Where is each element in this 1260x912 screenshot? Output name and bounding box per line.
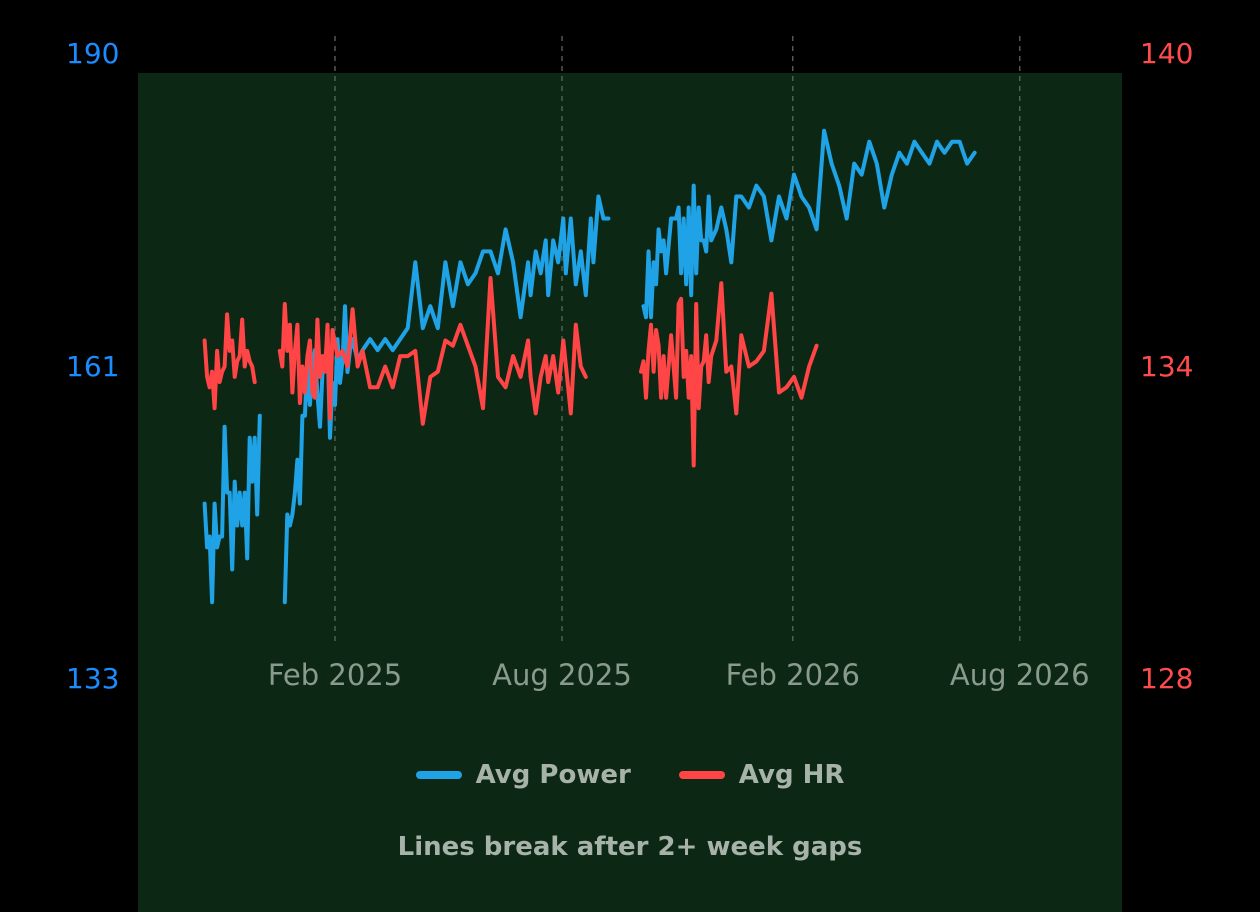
x-tick-label: Feb 2025 <box>268 658 402 692</box>
legend-label-power: Avg Power <box>475 760 631 790</box>
right-axis-tick-134: 134 <box>1140 350 1194 383</box>
legend: Avg Power Avg HR <box>0 760 1260 790</box>
legend-swatch-hr <box>678 771 725 779</box>
avg-power-line-segment-2 <box>641 128 977 320</box>
legend-swatch-power <box>415 771 462 779</box>
right-axis-tick-128: 128 <box>1140 662 1194 695</box>
x-tick-label: Aug 2025 <box>492 658 632 692</box>
left-axis-tick-190: 190 <box>66 37 120 70</box>
x-tick-label: Aug 2026 <box>950 658 1090 692</box>
right-axis-tick-140: 140 <box>1140 37 1194 70</box>
avg-hr-line-segment-0 <box>202 312 257 411</box>
left-axis-tick-161: 161 <box>66 350 120 383</box>
avg-hr-line-segment-1 <box>277 276 588 426</box>
gap-note: Lines break after 2+ week gaps <box>397 832 863 862</box>
x-tick-label: Feb 2026 <box>726 658 860 692</box>
avg-power-line-segment-1 <box>282 194 611 605</box>
avg-hr-line-segment-2 <box>639 281 819 468</box>
legend-item-power[interactable]: Avg Power <box>415 760 631 790</box>
left-axis-tick-133: 133 <box>66 662 120 695</box>
avg-power-line-segment-0 <box>202 413 262 605</box>
legend-label-hr: Avg HR <box>738 760 845 790</box>
legend-item-hr[interactable]: Avg HR <box>678 760 845 790</box>
